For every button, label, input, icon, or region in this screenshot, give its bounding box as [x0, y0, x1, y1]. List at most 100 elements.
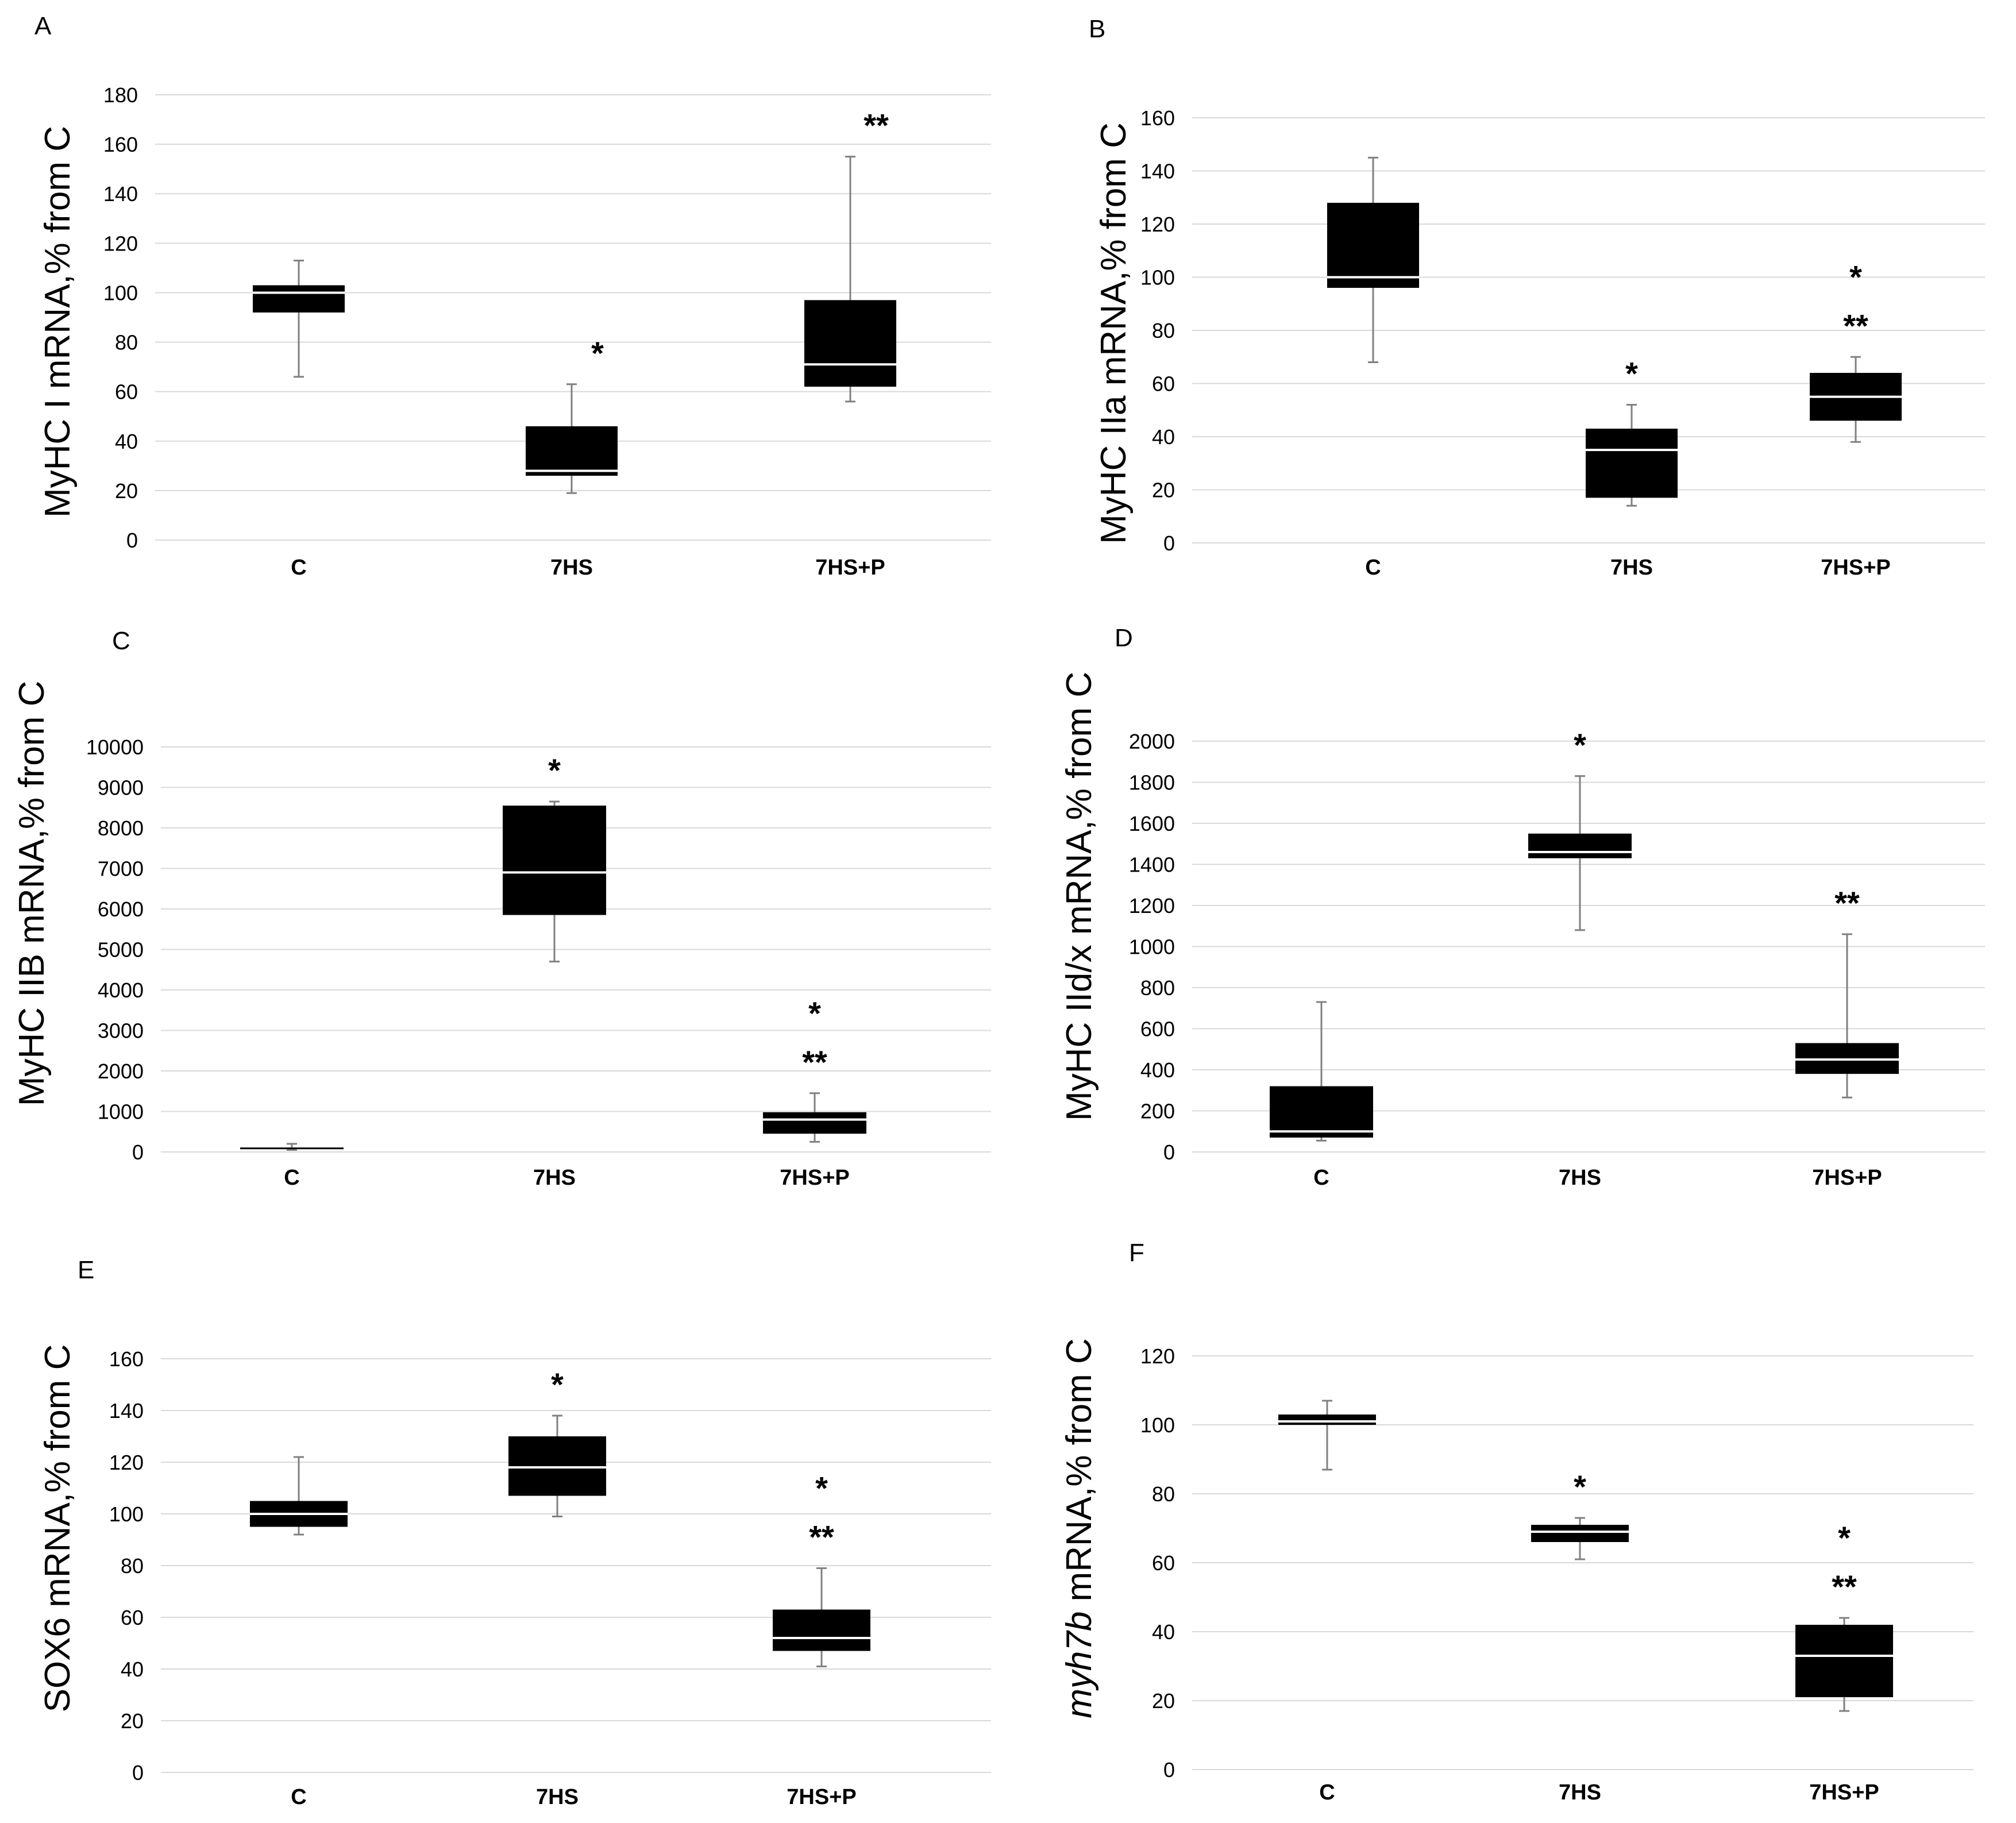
y-tick-label: 1600: [1129, 812, 1175, 835]
x-tick-label: 7HS: [533, 1166, 576, 1190]
y-tick-label: 120: [1140, 1344, 1175, 1368]
x-tick-label: 7HS+P: [815, 556, 885, 580]
y-tick-label: 6000: [98, 897, 144, 921]
y-axis-label-text: SOX6 mRNA,% from C: [38, 1344, 78, 1713]
y-tick-label: 1000: [1129, 935, 1175, 959]
significance-marker: **: [1832, 1568, 1857, 1605]
y-tick-label: 0: [1163, 531, 1175, 555]
y-tick-label: 100: [1140, 1413, 1175, 1437]
y-tick-label: 1400: [1129, 853, 1175, 877]
y-tick-label: 20: [1152, 479, 1175, 502]
y-tick-label: 120: [109, 1451, 144, 1474]
y-tick-label: 60: [121, 1606, 144, 1629]
y-tick-label: 80: [1152, 1482, 1175, 1506]
y-tick-label: 40: [115, 430, 138, 453]
significance-marker: *: [808, 995, 821, 1031]
x-tick-label: 7HS: [536, 1785, 579, 1809]
y-axis-label-text: MyHC IIa mRNA,% from C: [1094, 122, 1134, 544]
significance-marker: **: [802, 1044, 827, 1080]
y-tick-label: 0: [1163, 1758, 1175, 1782]
box-7HS+P: [1795, 1625, 1893, 1697]
y-axis-label: MyHC IId/x mRNA,% from C: [1059, 672, 1099, 1121]
x-tick-label: 7HS: [550, 556, 593, 580]
box-C: [1278, 1415, 1376, 1425]
y-tick-label: 1200: [1129, 894, 1175, 918]
chart-panel-c: C 0 1000 2000 3000 4000 5000 6000 7000 8000 9000 10…: [12, 627, 991, 1190]
x-tick-label: C: [284, 1166, 299, 1190]
chart-panel-a: A 0 20 40 60 80 100 120 140 160 180 MyHC I mRNA,% f…: [34, 12, 991, 580]
panel-label: E: [78, 1256, 94, 1284]
x-tick-label: 7HS+P: [780, 1166, 849, 1190]
chart-panel-e: E 0 20 40 60 80 100 120 140 160 SOX6 mRNA,% from C…: [38, 1256, 991, 1809]
y-tick-label: 600: [1140, 1018, 1175, 1041]
panel-label: D: [1115, 624, 1133, 652]
y-axis-label-text: MyHC IId/x mRNA,% from C: [1059, 672, 1099, 1121]
box-7HS: [1531, 1525, 1629, 1542]
y-tick-label: 60: [115, 380, 138, 404]
y-tick-label: 20: [115, 479, 138, 503]
y-tick-label: 1000: [98, 1100, 144, 1124]
y-axis-label: MyHC I mRNA,% from C: [38, 126, 78, 518]
x-tick-label: 7HS: [1559, 1166, 1601, 1190]
y-tick-label: 160: [1140, 106, 1175, 130]
x-tick-label: C: [1365, 556, 1381, 580]
y-tick-label: 80: [1152, 319, 1175, 342]
x-tick-label: 7HS: [1610, 556, 1653, 580]
chart-panel-d: D 0 200 400 600 800 1000 1200 1400 1600 1800 2000 My…: [1059, 624, 1985, 1190]
panel-label: F: [1129, 1239, 1144, 1267]
x-tick-label: 7HS+P: [1821, 556, 1890, 580]
y-tick-label: 40: [1152, 1620, 1175, 1644]
box-C: [253, 285, 345, 313]
y-tick-label: 40: [1152, 425, 1175, 449]
significance-marker: **: [1843, 307, 1868, 344]
y-tick-label: 40: [121, 1658, 144, 1681]
box-7HS: [526, 426, 618, 476]
box-C: [1327, 203, 1419, 288]
box-C: [240, 1147, 344, 1150]
y-axis-label-text: MyHC IIB mRNA,% from C: [12, 681, 52, 1107]
y-tick-label: 160: [103, 133, 138, 156]
y-axis-label: myh7b mRNA,% from C: [1059, 1338, 1099, 1718]
y-tick-label: 140: [109, 1399, 144, 1423]
significance-marker: *: [1625, 356, 1638, 392]
x-tick-label: C: [1313, 1166, 1329, 1190]
x-tick-label: C: [291, 1785, 306, 1809]
y-tick-label: 800: [1140, 976, 1175, 1000]
y-tick-label: 100: [1140, 266, 1175, 290]
x-tick-label: C: [1319, 1780, 1335, 1805]
box-7HS+P: [804, 300, 896, 387]
y-axis-label: MyHC IIB mRNA,% from C: [12, 681, 52, 1107]
panel-label: C: [112, 627, 130, 655]
box-7HS+P: [773, 1609, 870, 1651]
x-tick-label: 7HS+P: [787, 1785, 856, 1809]
y-tick-label: 10000: [86, 735, 144, 759]
y-tick-label: 120: [1140, 213, 1175, 236]
x-tick-label: 7HS+P: [1809, 1780, 1879, 1805]
panel-label: A: [34, 12, 52, 40]
y-axis-label-text: mRNA,% from C: [1059, 1338, 1099, 1611]
y-tick-label: 120: [103, 232, 138, 255]
y-axis-label: MyHC IIa mRNA,% from C: [1094, 122, 1134, 544]
box-7HS+P: [763, 1112, 866, 1134]
y-tick-label: 100: [103, 281, 138, 305]
y-tick-label: 140: [1140, 160, 1175, 183]
y-tick-label: 60: [1152, 372, 1175, 396]
box-C: [1270, 1086, 1373, 1138]
y-tick-label: 1800: [1129, 771, 1175, 795]
box-7HS: [1528, 833, 1632, 858]
significance-marker: *: [815, 1470, 828, 1506]
y-tick-label: 20: [121, 1709, 144, 1733]
y-tick-label: 2000: [98, 1059, 144, 1083]
y-tick-label: 60: [1152, 1551, 1175, 1575]
significance-marker: *: [591, 335, 604, 371]
significance-marker: **: [809, 1519, 834, 1555]
significance-marker: *: [551, 1366, 564, 1402]
x-tick-label: 7HS: [1559, 1780, 1601, 1805]
significance-marker: *: [1849, 259, 1862, 295]
y-tick-label: 2000: [1129, 730, 1175, 753]
y-tick-label: 400: [1140, 1058, 1175, 1082]
box-7HS: [503, 805, 606, 915]
y-tick-label: 3000: [98, 1019, 144, 1043]
